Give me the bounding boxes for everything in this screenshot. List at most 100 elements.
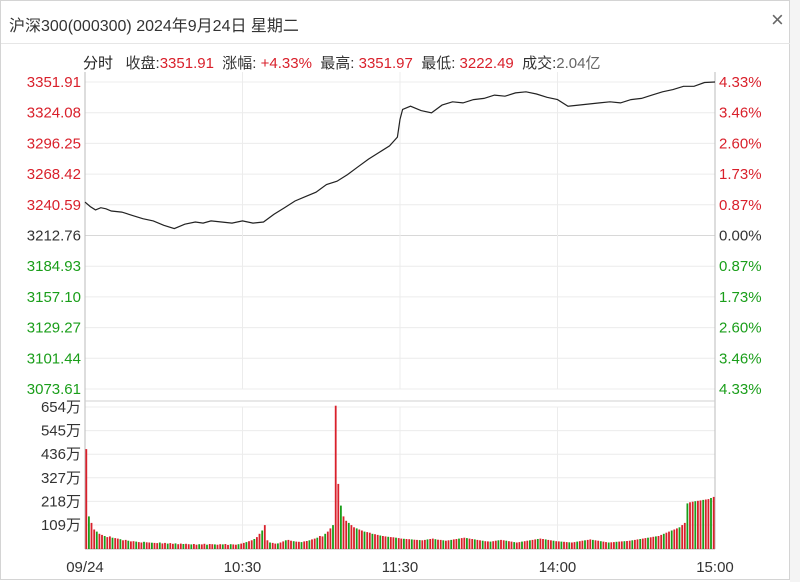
percent-tick-label: 3.46% bbox=[719, 350, 762, 367]
volume-bar bbox=[242, 542, 245, 549]
volume-bar bbox=[571, 542, 573, 549]
volume-bar bbox=[342, 516, 345, 549]
volume-bar bbox=[450, 539, 453, 549]
percent-tick-label: 1.73% bbox=[719, 166, 762, 183]
volume-bar bbox=[565, 542, 568, 549]
volume-axis-labels: 654万 545万 436万 327万 218万 109万 bbox=[41, 399, 81, 534]
volume-bar bbox=[613, 542, 615, 549]
volume-bar bbox=[531, 539, 534, 549]
volume-bar bbox=[250, 540, 253, 549]
volume-bar bbox=[145, 542, 148, 549]
volume-tick-label: 109万 bbox=[41, 517, 81, 534]
volume-bar bbox=[442, 540, 445, 549]
volume-bar bbox=[300, 542, 303, 549]
percent-tick-label: 0.87% bbox=[719, 258, 762, 275]
volume-bar bbox=[673, 529, 676, 549]
volume-bar bbox=[345, 520, 348, 549]
volume-bar bbox=[610, 542, 613, 549]
volume-bar bbox=[431, 538, 434, 549]
price-tick-label: 3129.27 bbox=[27, 320, 81, 337]
volume-bar bbox=[615, 541, 618, 549]
percent-tick-label: 0.00% bbox=[719, 228, 762, 245]
volume-bar bbox=[187, 544, 190, 549]
volume-bar bbox=[597, 540, 600, 549]
volume-bar bbox=[463, 537, 466, 549]
volume-bar bbox=[347, 522, 350, 549]
volume-bar bbox=[710, 498, 712, 549]
volume-bar bbox=[665, 532, 668, 549]
percent-tick-label: 3.46% bbox=[719, 105, 762, 122]
volume-bar bbox=[492, 541, 495, 549]
volume-bar bbox=[678, 527, 681, 549]
volume-tick-label: 327万 bbox=[41, 470, 81, 487]
volume-bar bbox=[544, 539, 547, 549]
volume-bar bbox=[691, 501, 694, 549]
volume-bar bbox=[397, 538, 400, 549]
volume-bar bbox=[177, 544, 180, 549]
volume-bar bbox=[98, 533, 101, 549]
volume-bar bbox=[368, 532, 371, 549]
volume-bar bbox=[586, 539, 589, 549]
time-tick-label: 11:30 bbox=[382, 559, 418, 576]
volume-bar bbox=[203, 543, 206, 549]
volume-bar bbox=[489, 541, 492, 549]
volume-bar bbox=[405, 539, 408, 549]
price-tick-label: 3296.25 bbox=[27, 135, 81, 152]
volume-bar bbox=[473, 539, 476, 549]
time-axis-labels: 09/24 10:30 11:30 14:00 15:00 bbox=[66, 559, 734, 576]
volume-bar bbox=[639, 539, 642, 549]
volume-bar bbox=[592, 539, 594, 549]
volume-bar bbox=[662, 533, 665, 549]
volume-bar bbox=[670, 530, 673, 549]
volume-bar bbox=[274, 543, 277, 549]
volume-bar bbox=[279, 542, 282, 549]
volume-bar bbox=[166, 543, 169, 549]
window-title: 沪深300(000300) 2024年9月24日 星期二 bbox=[9, 18, 299, 35]
volume-bar bbox=[95, 531, 98, 549]
volume-bar bbox=[179, 543, 182, 549]
volume-bar bbox=[523, 541, 526, 549]
volume-bar bbox=[379, 535, 382, 549]
low-value: 3222.49 bbox=[459, 55, 514, 72]
volume-bar bbox=[232, 544, 235, 549]
volume-bar bbox=[258, 533, 261, 549]
volume-bar bbox=[284, 540, 287, 549]
volume-bar bbox=[699, 500, 702, 549]
high-value: 3351.97 bbox=[358, 55, 413, 72]
turnover-value: 2.04亿 bbox=[556, 55, 601, 72]
volume-bar bbox=[649, 537, 652, 549]
volume-bar bbox=[712, 496, 715, 549]
volume-bar bbox=[497, 540, 500, 549]
volume-bar bbox=[235, 544, 237, 549]
volume-bar bbox=[85, 449, 88, 549]
volume-bar bbox=[313, 538, 316, 549]
mode-label: 分时 bbox=[83, 55, 114, 72]
change-label: 涨幅: bbox=[222, 55, 257, 72]
grid-lines bbox=[84, 72, 716, 550]
volume-bar bbox=[620, 541, 623, 549]
volume-bar bbox=[408, 539, 411, 549]
volume-bar bbox=[182, 544, 185, 549]
volume-bar bbox=[594, 540, 597, 549]
volume-bar bbox=[221, 544, 224, 549]
volume-bar bbox=[508, 541, 510, 549]
volume-bar bbox=[676, 528, 678, 549]
close-icon[interactable]: × bbox=[771, 7, 784, 32]
volume-bar bbox=[526, 540, 529, 549]
volume-bar bbox=[626, 541, 628, 549]
volume-bar bbox=[618, 541, 621, 549]
volume-bar bbox=[426, 539, 429, 549]
volume-bar bbox=[200, 544, 203, 549]
volume-bar bbox=[500, 539, 502, 549]
price-line-group bbox=[84, 81, 716, 230]
price-tick-label: 3268.42 bbox=[27, 166, 81, 183]
volume-bar bbox=[607, 542, 610, 549]
price-tick-label: 3101.44 bbox=[27, 350, 81, 367]
volume-bar bbox=[119, 539, 122, 549]
volume-bar bbox=[266, 540, 269, 549]
volume-bar bbox=[334, 405, 337, 549]
volume-bar bbox=[122, 540, 124, 549]
volume-bar bbox=[156, 543, 159, 549]
volume-tick-label: 436万 bbox=[41, 446, 81, 463]
volume-bar bbox=[694, 501, 697, 549]
